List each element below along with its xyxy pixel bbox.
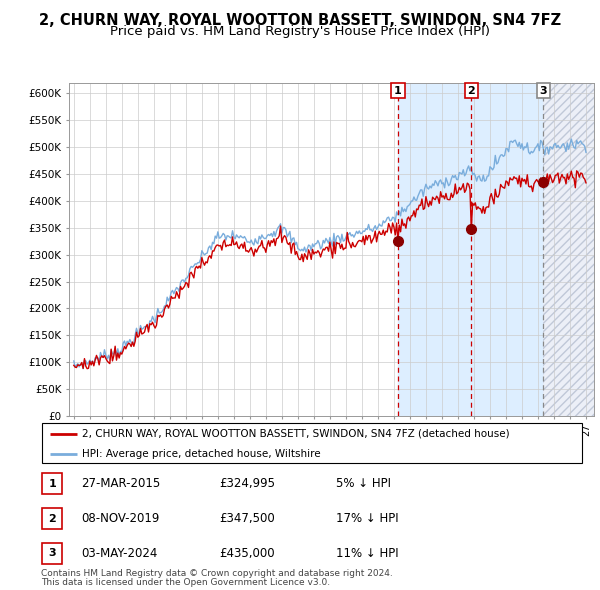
- Bar: [544, 83, 600, 416]
- Bar: [398, 83, 544, 416]
- Text: 1: 1: [394, 86, 402, 96]
- Text: 5% ↓ HPI: 5% ↓ HPI: [336, 477, 391, 490]
- Text: 2, CHURN WAY, ROYAL WOOTTON BASSETT, SWINDON, SN4 7FZ: 2, CHURN WAY, ROYAL WOOTTON BASSETT, SWI…: [39, 13, 561, 28]
- Text: 2: 2: [49, 514, 56, 523]
- Text: 08-NOV-2019: 08-NOV-2019: [81, 512, 160, 525]
- Text: Contains HM Land Registry data © Crown copyright and database right 2024.: Contains HM Land Registry data © Crown c…: [41, 569, 392, 578]
- Text: £435,000: £435,000: [219, 547, 275, 560]
- Text: This data is licensed under the Open Government Licence v3.0.: This data is licensed under the Open Gov…: [41, 578, 330, 587]
- Text: 27-MAR-2015: 27-MAR-2015: [81, 477, 160, 490]
- Text: 3: 3: [49, 549, 56, 558]
- Text: £347,500: £347,500: [219, 512, 275, 525]
- Text: £324,995: £324,995: [219, 477, 275, 490]
- Text: 3: 3: [539, 86, 547, 96]
- Text: 03-MAY-2024: 03-MAY-2024: [81, 547, 157, 560]
- Text: 2: 2: [467, 86, 475, 96]
- Text: 11% ↓ HPI: 11% ↓ HPI: [336, 547, 398, 560]
- Bar: [544, 83, 600, 416]
- Text: HPI: Average price, detached house, Wiltshire: HPI: Average price, detached house, Wilt…: [83, 448, 321, 458]
- Text: 17% ↓ HPI: 17% ↓ HPI: [336, 512, 398, 525]
- Text: 1: 1: [49, 479, 56, 489]
- Text: 2, CHURN WAY, ROYAL WOOTTON BASSETT, SWINDON, SN4 7FZ (detached house): 2, CHURN WAY, ROYAL WOOTTON BASSETT, SWI…: [83, 429, 510, 439]
- Text: Price paid vs. HM Land Registry's House Price Index (HPI): Price paid vs. HM Land Registry's House …: [110, 25, 490, 38]
